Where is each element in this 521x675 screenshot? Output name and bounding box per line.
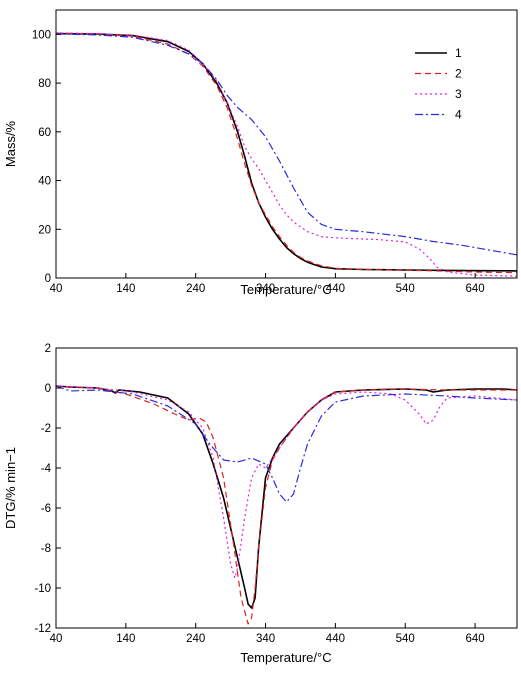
legend-label-1: 1 xyxy=(455,46,462,60)
dtg-x-tick-label: 40 xyxy=(50,633,63,645)
tga-x-tick-label: 440 xyxy=(326,283,345,295)
dtg-y-tick-label: -6 xyxy=(41,503,51,515)
tga-y-tick-label: 100 xyxy=(32,29,51,41)
tga-ticks: 40 140 240 340 440 540 640 0 20 40 60 80 100 xyxy=(32,29,485,295)
tga-y-tick-label: 80 xyxy=(38,78,51,90)
tga-series-4-line xyxy=(56,33,517,256)
tga-series-layer xyxy=(56,32,517,277)
dtg-plot-frame xyxy=(55,347,518,629)
tga-y-axis-label: Mass/% xyxy=(3,120,18,167)
tga-x-tick-label: 40 xyxy=(50,283,63,295)
dtg-chart: 40 140 240 340 440 540 640 2 0 -2 -4 -6 -8 -10 -12 Tem… xyxy=(3,343,518,665)
dtg-series-4-line xyxy=(56,385,517,503)
tga-x-tick-label: 340 xyxy=(256,283,275,295)
dtg-x-tick-label: 440 xyxy=(326,633,345,645)
dtg-y-tick-label: -8 xyxy=(41,543,51,555)
dtg-y-axis-label: DTG/% min−1 xyxy=(3,447,18,529)
tga-x-tick-label: 640 xyxy=(465,283,484,295)
dtg-series-3-line xyxy=(56,385,517,579)
tga-chart: 40 140 240 340 440 540 640 0 20 40 60 80 100 Tempera… xyxy=(3,9,518,297)
dtg-y-tick-label: -12 xyxy=(34,623,51,635)
dtg-x-tick-label: 340 xyxy=(256,633,275,645)
dtg-y-tick-label: 0 xyxy=(45,383,51,395)
tga-legend: 1 2 3 4 xyxy=(415,46,462,122)
tga-series-2-line xyxy=(56,32,517,274)
tga-series-1-line xyxy=(56,32,517,272)
dtg-x-tick-label: 240 xyxy=(186,633,205,645)
dtg-x-tick-label: 640 xyxy=(465,633,484,645)
tga-y-tick-label: 0 xyxy=(45,273,51,285)
tga-y-tick-label: 60 xyxy=(38,127,51,139)
legend-label-2: 2 xyxy=(455,67,462,81)
dtg-series-layer xyxy=(56,385,517,625)
tga-x-tick-label: 240 xyxy=(186,283,205,295)
dtg-series-1-line xyxy=(56,385,517,609)
dtg-x-tick-label: 540 xyxy=(396,633,415,645)
dtg-y-tick-label: 2 xyxy=(45,343,51,355)
tga-x-axis-label: Temperature/°C xyxy=(240,282,331,297)
dtg-x-tick-label: 140 xyxy=(116,633,135,645)
tga-y-tick-label: 20 xyxy=(38,224,51,236)
tga-series-3-line xyxy=(56,32,517,277)
dtg-y-tick-label: -2 xyxy=(41,423,51,435)
dtg-y-tick-label: -10 xyxy=(34,583,51,595)
tga-x-tick-label: 140 xyxy=(116,283,135,295)
dtg-ticks: 40 140 240 340 440 540 640 2 0 -2 -4 -6 -8 -10 -12 xyxy=(34,343,484,645)
dtg-y-tick-label: -4 xyxy=(41,463,52,475)
dtg-x-axis-label: Temperature/°C xyxy=(240,650,331,665)
tga-x-tick-label: 540 xyxy=(396,283,415,295)
tga-y-tick-label: 40 xyxy=(38,176,51,188)
tga-plot-frame xyxy=(55,9,518,279)
legend-label-3: 3 xyxy=(455,87,462,101)
legend-label-4: 4 xyxy=(455,108,462,122)
dtg-series-2-line xyxy=(56,385,517,625)
